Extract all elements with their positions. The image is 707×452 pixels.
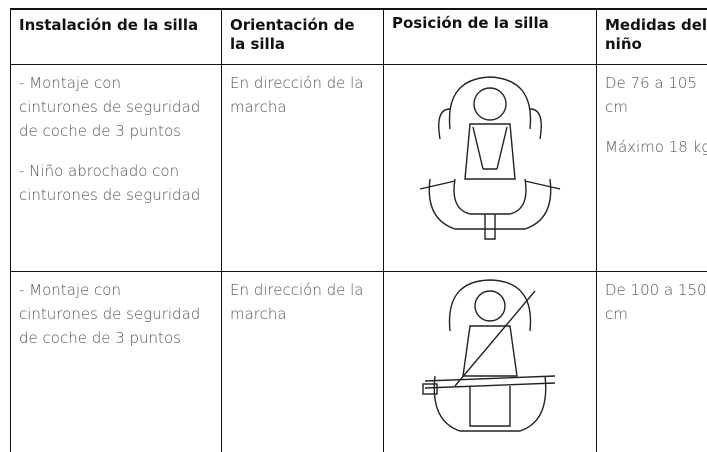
table-row: - Montaje con cinturones de seguridad de… — [11, 272, 707, 452]
header-cell: Instalación de la silla — [11, 9, 222, 65]
measures-cell: De 76 a 105 cm Máximo 18 kg — [597, 65, 707, 272]
cell-text: Máximo 18 kg — [605, 135, 707, 159]
installation-cell: - Montaje con cinturones de seguridad de… — [11, 272, 222, 452]
header-cell: Medidas del niño — [597, 9, 707, 65]
cell-text: - Montaje con cinturones de seguridad de… — [19, 278, 203, 350]
cell-text: En dirección de la marcha — [230, 71, 375, 119]
orientation-cell: En dirección de la marcha — [222, 65, 384, 272]
cell-text: - Montaje con cinturones de seguridad de… — [19, 71, 203, 143]
cell-text: De 100 a 150 cm — [605, 278, 707, 326]
seat-illustration — [415, 276, 565, 441]
header-cell: Orientación de la silla — [222, 9, 384, 65]
cell-text: De 76 a 105 cm — [605, 71, 707, 119]
seat-illustration — [415, 69, 565, 249]
measures-cell: De 100 a 150 cm — [597, 272, 707, 452]
cell-text: - Niño abrochado con cinturones de segur… — [19, 159, 203, 207]
position-cell — [384, 272, 597, 452]
orientation-cell: En dirección de la marcha — [222, 272, 384, 452]
table-row: - Montaje con cinturones de seguridad de… — [11, 65, 707, 272]
installation-cell: - Montaje con cinturones de seguridad de… — [11, 65, 222, 272]
seat-table: Instalación de la silla Orientación de l… — [10, 8, 707, 452]
cell-text: En dirección de la marcha — [230, 278, 375, 326]
header-row: Instalación de la silla Orientación de l… — [11, 9, 707, 65]
position-cell — [384, 65, 597, 272]
header-cell: Posición de la silla — [384, 9, 597, 65]
